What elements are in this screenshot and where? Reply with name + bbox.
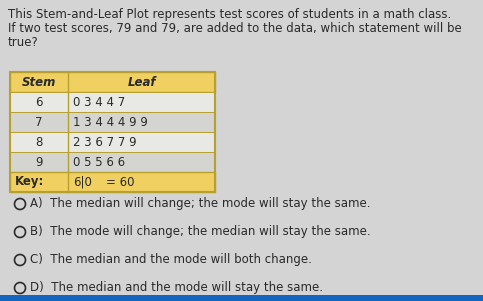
Text: 6: 6	[35, 95, 43, 108]
Bar	[10, 172, 215, 192]
Bar	[10, 72, 215, 92]
Text: A)  The median will change; the mode will stay the same.: A) The median will change; the mode will…	[30, 197, 370, 210]
Text: 8: 8	[35, 135, 43, 148]
Text: If two test scores, 79 and 79, are added to the data, which statement will be: If two test scores, 79 and 79, are added…	[8, 22, 462, 35]
Text: B)  The mode will change; the median will stay the same.: B) The mode will change; the median will…	[30, 225, 370, 238]
Text: D)  The median and the mode will stay the same.: D) The median and the mode will stay the…	[30, 281, 323, 294]
Bar	[0, 295, 483, 301]
Bar	[10, 152, 215, 172]
Text: 1 3 4 4 4 9 9: 1 3 4 4 4 9 9	[73, 116, 148, 129]
Text: 6|0: 6|0	[73, 175, 92, 188]
Bar	[10, 72, 215, 192]
Text: C)  The median and the mode will both change.: C) The median and the mode will both cha…	[30, 253, 312, 266]
Text: 9: 9	[35, 156, 43, 169]
Text: 7: 7	[35, 116, 43, 129]
Text: Leaf: Leaf	[127, 76, 156, 88]
Text: = 60: = 60	[106, 175, 134, 188]
Text: true?: true?	[8, 36, 39, 49]
Text: Stem: Stem	[22, 76, 56, 88]
Text: 2 3 6 7 7 9: 2 3 6 7 7 9	[73, 135, 137, 148]
Bar	[10, 92, 215, 112]
Text: 0 5 5 6 6: 0 5 5 6 6	[73, 156, 125, 169]
Bar	[10, 112, 215, 132]
Text: Key:: Key:	[15, 175, 44, 188]
Bar	[10, 132, 215, 152]
Text: This Stem-and-Leaf Plot represents test scores of students in a math class.: This Stem-and-Leaf Plot represents test …	[8, 8, 451, 21]
Text: 0 3 4 4 7: 0 3 4 4 7	[73, 95, 125, 108]
